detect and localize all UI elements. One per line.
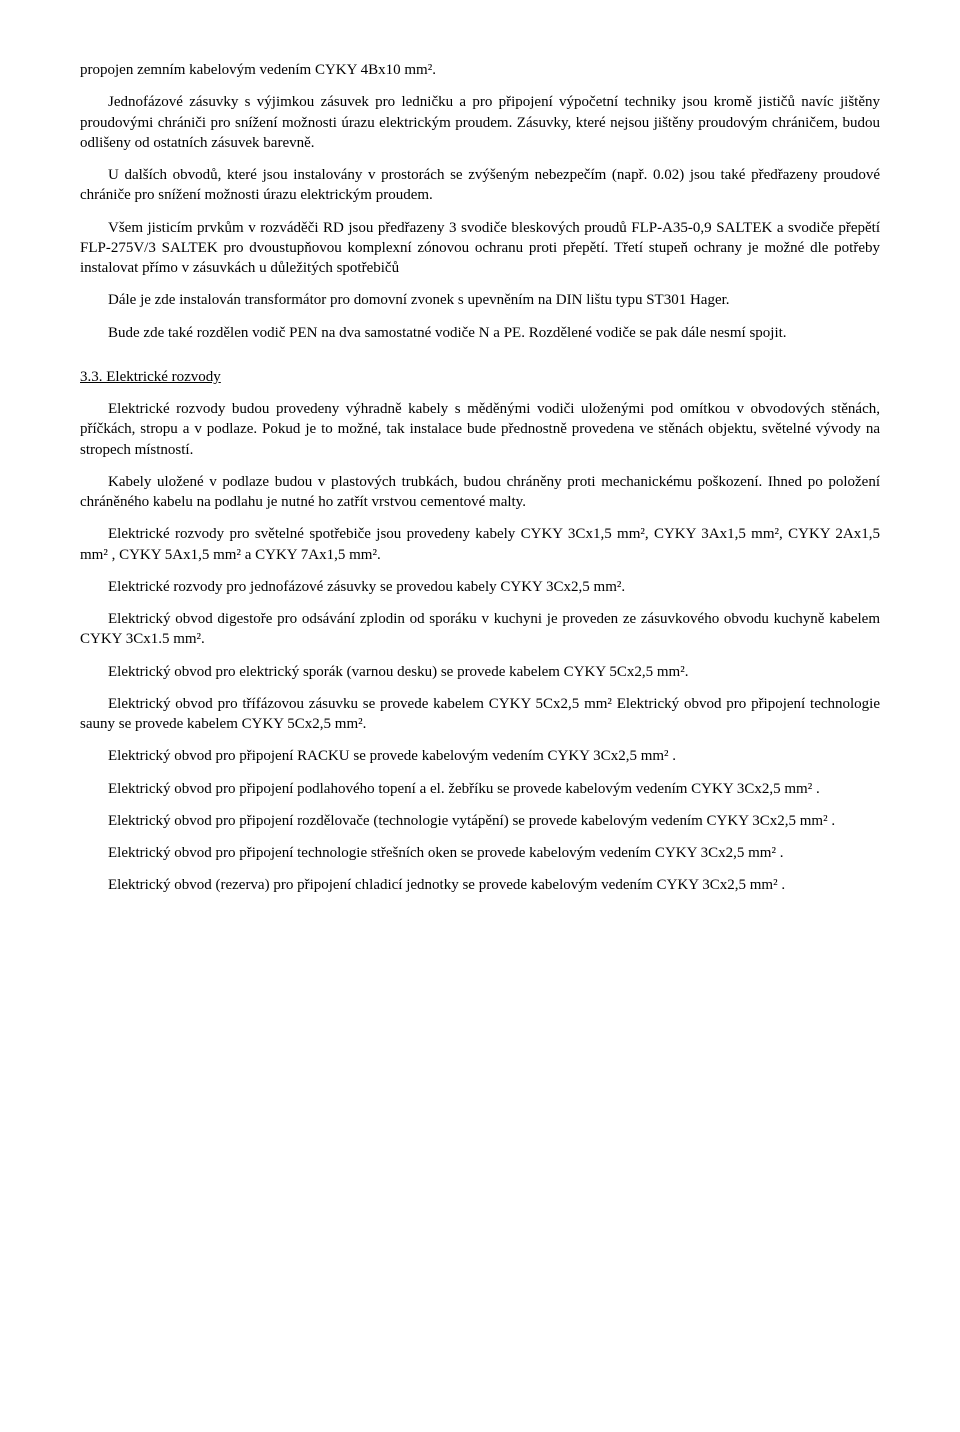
paragraph-10: Elektrické rozvody pro jednofázové zásuv… <box>80 577 880 597</box>
paragraph-4: Všem jisticím prvkům v rozváděči RD jsou… <box>80 218 880 279</box>
paragraph-14: Elektrický obvod pro připojení RACKU se … <box>80 746 880 766</box>
paragraph-6: Bude zde také rozdělen vodič PEN na dva … <box>80 323 880 343</box>
paragraph-17: Elektrický obvod pro připojení technolog… <box>80 843 880 863</box>
paragraph-12: Elektrický obvod pro elektrický sporák (… <box>80 662 880 682</box>
paragraph-18: Elektrický obvod (rezerva) pro připojení… <box>80 875 880 895</box>
paragraph-11: Elektrický obvod digestoře pro odsávání … <box>80 609 880 650</box>
paragraph-9: Elektrické rozvody pro světelné spotřebi… <box>80 524 880 565</box>
paragraph-7: Elektrické rozvody budou provedeny výhra… <box>80 399 880 460</box>
paragraph-3: U dalších obvodů, které jsou instalovány… <box>80 165 880 206</box>
paragraph-8: Kabely uložené v podlaze budou v plastov… <box>80 472 880 513</box>
paragraph-15: Elektrický obvod pro připojení podlahové… <box>80 779 880 799</box>
section-title: 3.3. Elektrické rozvody <box>80 367 880 387</box>
paragraph-13: Elektrický obvod pro třífázovou zásuvku … <box>80 694 880 735</box>
paragraph-2: Jednofázové zásuvky s výjimkou zásuvek p… <box>80 92 880 153</box>
paragraph-1: propojen zemním kabelovým vedením CYKY 4… <box>80 60 880 80</box>
paragraph-5: Dále je zde instalován transformátor pro… <box>80 290 880 310</box>
paragraph-16: Elektrický obvod pro připojení rozdělova… <box>80 811 880 831</box>
